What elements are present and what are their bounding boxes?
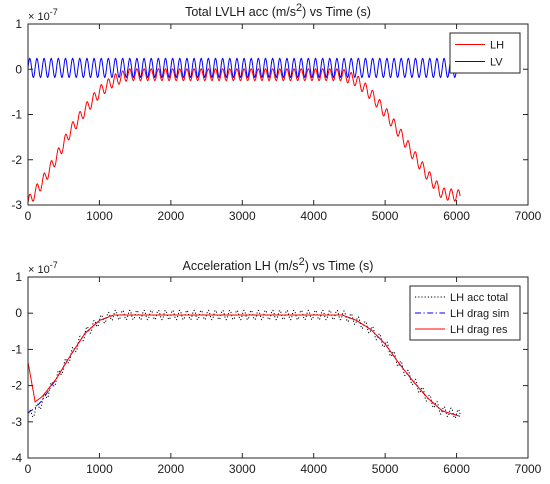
x-tick-label: 0 bbox=[25, 462, 32, 476]
x-tick-label: 7000 bbox=[515, 209, 542, 223]
x-tick-label: 6000 bbox=[443, 209, 470, 223]
y-tick-label: -2 bbox=[11, 379, 22, 393]
x-tick-label: 6000 bbox=[443, 462, 470, 476]
legend-label: LH acc total bbox=[450, 292, 508, 304]
y-tick-label: -2 bbox=[11, 153, 22, 167]
y-tick-label: -1 bbox=[11, 342, 22, 356]
plot-area bbox=[27, 276, 529, 459]
legend-label: LH bbox=[490, 40, 504, 52]
legend-box bbox=[449, 32, 521, 74]
x-tick-label: 4000 bbox=[300, 209, 327, 223]
series-line-lh-drag-res bbox=[28, 314, 461, 417]
legend-label: LV bbox=[490, 57, 503, 69]
series-line-lv bbox=[28, 57, 461, 79]
x-tick-label: 4000 bbox=[300, 462, 327, 476]
x-tick-label: 2000 bbox=[158, 209, 185, 223]
series-line-lh bbox=[28, 68, 461, 203]
series-line-lh-acc-total bbox=[28, 309, 461, 419]
x-tick-label: 0 bbox=[25, 209, 32, 223]
legend: LH acc total LH drag sim LH drag res bbox=[409, 285, 521, 341]
y-exponent-label: × 10-7 bbox=[28, 260, 58, 276]
x-tick-label: 7000 bbox=[515, 462, 542, 476]
y-tick-label: 1 bbox=[15, 17, 22, 31]
legend: LH LV bbox=[449, 32, 521, 74]
x-tick-label: 3000 bbox=[229, 462, 256, 476]
x-tick-label: 3000 bbox=[229, 209, 256, 223]
chart-title: Acceleration LH (m/s2) vs Time (s) bbox=[183, 256, 374, 273]
chart-title: Total LVLH acc (m/s2) vs Time (s) bbox=[185, 2, 371, 19]
y-tick-label: -3 bbox=[11, 198, 22, 212]
y-exponent-label: × 10-7 bbox=[28, 7, 58, 23]
plot-area bbox=[27, 23, 529, 206]
series-line-lh-drag-sim bbox=[28, 314, 461, 417]
legend-label: LH drag sim bbox=[450, 308, 509, 320]
chart-total-lvlh-acc: Total LVLH acc (m/s2) vs Time (s) × 10-7… bbox=[11, 2, 541, 223]
chart-acceleration-lh: Acceleration LH (m/s2) vs Time (s) × 10-… bbox=[11, 256, 541, 476]
y-tick-label: -1 bbox=[11, 108, 22, 122]
x-tick-label: 2000 bbox=[158, 462, 185, 476]
x-tick-label: 1000 bbox=[86, 209, 113, 223]
x-tick-label: 5000 bbox=[372, 462, 399, 476]
y-tick-label: 1 bbox=[15, 270, 22, 284]
y-tick-label: -3 bbox=[11, 415, 22, 429]
y-tick-label: 0 bbox=[15, 62, 22, 76]
x-tick-label: 5000 bbox=[372, 209, 399, 223]
y-tick-label: -4 bbox=[11, 451, 22, 465]
y-tick-label: 0 bbox=[15, 306, 22, 320]
x-tick-label: 1000 bbox=[86, 462, 113, 476]
legend-label: LH drag res bbox=[450, 324, 508, 336]
